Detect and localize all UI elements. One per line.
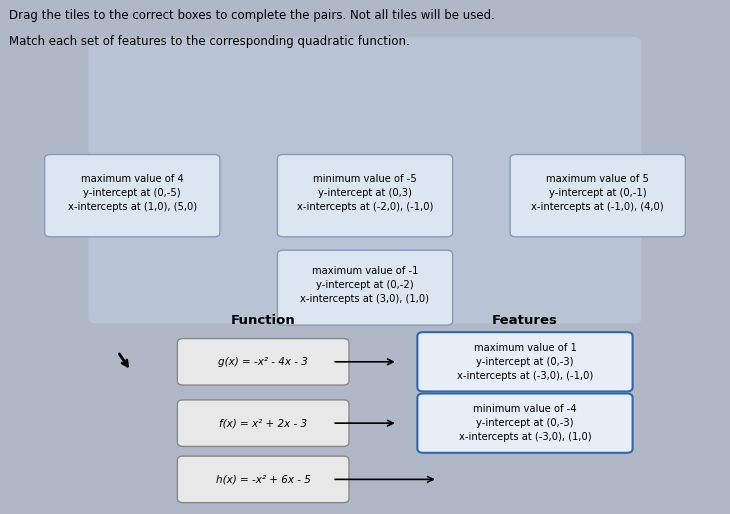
Text: maximum value of 4
y-intercept at (0,-5)
x-intercepts at (1,0), (5,0): maximum value of 4 y-intercept at (0,-5)… <box>68 174 197 212</box>
FancyBboxPatch shape <box>418 394 633 453</box>
Text: Drag the tiles to the correct boxes to complete the pairs. Not all tiles will be: Drag the tiles to the correct boxes to c… <box>9 9 494 22</box>
FancyBboxPatch shape <box>45 155 220 237</box>
FancyBboxPatch shape <box>510 155 685 237</box>
Text: maximum value of -1
y-intercept at (0,-2)
x-intercepts at (3,0), (1,0): maximum value of -1 y-intercept at (0,-2… <box>301 266 429 304</box>
FancyBboxPatch shape <box>88 37 642 323</box>
FancyBboxPatch shape <box>177 400 349 446</box>
Text: Match each set of features to the corresponding quadratic function.: Match each set of features to the corres… <box>9 34 410 48</box>
FancyBboxPatch shape <box>177 339 349 385</box>
Text: maximum value of 1
y-intercept at (0,-3)
x-intercepts at (-3,0), (-1,0): maximum value of 1 y-intercept at (0,-3)… <box>457 343 593 381</box>
FancyBboxPatch shape <box>277 155 453 237</box>
Text: Function: Function <box>231 315 296 327</box>
Text: g(x) = -x² - 4x - 3: g(x) = -x² - 4x - 3 <box>218 357 308 367</box>
Text: f(x) = x² + 2x - 3: f(x) = x² + 2x - 3 <box>219 418 307 428</box>
Text: h(x) = -x² + 6x - 5: h(x) = -x² + 6x - 5 <box>216 474 311 484</box>
Text: minimum value of -4
y-intercept at (0,-3)
x-intercepts at (-3,0), (1,0): minimum value of -4 y-intercept at (0,-3… <box>458 404 591 442</box>
Text: Features: Features <box>492 315 558 327</box>
FancyBboxPatch shape <box>177 456 349 503</box>
Text: minimum value of -5
y-intercept at (0,3)
x-intercepts at (-2,0), (-1,0): minimum value of -5 y-intercept at (0,3)… <box>297 174 433 212</box>
FancyBboxPatch shape <box>418 332 633 392</box>
Text: maximum value of 5
y-intercept at (0,-1)
x-intercepts at (-1,0), (4,0): maximum value of 5 y-intercept at (0,-1)… <box>531 174 664 212</box>
FancyBboxPatch shape <box>277 250 453 325</box>
